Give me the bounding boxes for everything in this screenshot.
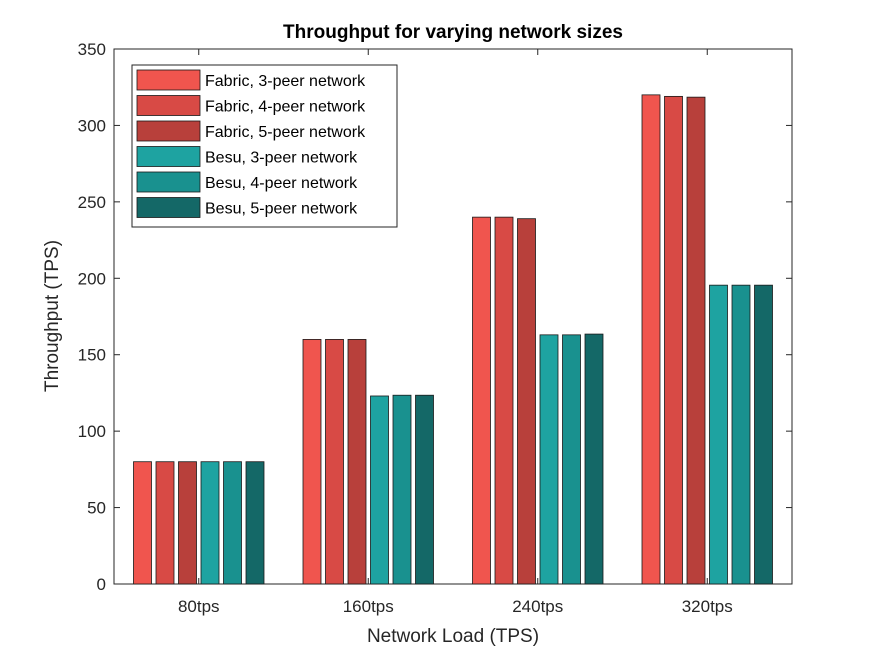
bar <box>754 284 773 585</box>
bar <box>472 216 491 585</box>
legend: Fabric, 3-peer network Fabric, 4-peer net… <box>131 64 398 228</box>
y-tick-label: 100 <box>78 422 106 441</box>
x-tick-label: 160tps <box>343 597 394 616</box>
bar <box>370 395 389 585</box>
bar <box>347 339 367 585</box>
legend-swatch <box>136 95 201 116</box>
y-tick-label: 350 <box>78 40 106 59</box>
legend-swatch <box>136 120 201 142</box>
bar <box>641 94 661 585</box>
bar <box>415 394 434 585</box>
bar <box>392 394 412 585</box>
bar <box>686 96 706 585</box>
bar <box>133 461 152 585</box>
bar <box>155 461 175 585</box>
y-tick-label: 0 <box>97 575 106 594</box>
x-tick-label: 240tps <box>512 597 563 616</box>
bar <box>664 95 683 585</box>
y-tick-label: 250 <box>78 193 106 212</box>
legend-label: Besu, 5-peer network <box>205 201 358 218</box>
y-tick-label: 50 <box>87 499 106 518</box>
bar <box>562 334 581 585</box>
legend-label: Fabric, 5-peer network <box>205 124 366 141</box>
y-tick-label: 300 <box>78 116 106 135</box>
x-tick-label: 320tps <box>682 597 733 616</box>
y-axis-label: Throughput (TPS) <box>42 240 63 392</box>
x-axis-label: Network Load (TPS) <box>367 626 539 647</box>
bar <box>539 334 559 585</box>
y-axis-ticks: 0 50 100 150 200 250 300 350 <box>78 40 792 594</box>
legend-swatch <box>136 69 201 91</box>
legend-label: Fabric, 4-peer network <box>205 99 366 116</box>
bar <box>223 461 242 585</box>
y-tick-label: 150 <box>78 346 106 365</box>
bar <box>178 461 197 585</box>
bars-group <box>133 94 773 585</box>
bar <box>245 461 265 585</box>
bar <box>517 218 536 585</box>
legend-label: Besu, 3-peer network <box>205 150 358 167</box>
bar <box>709 284 728 585</box>
bar <box>200 461 220 585</box>
bar <box>731 284 751 585</box>
bar <box>325 339 344 585</box>
legend-label: Besu, 4-peer network <box>205 175 358 192</box>
legend-label: Fabric, 3-peer network <box>205 73 366 90</box>
legend-swatch <box>136 197 201 218</box>
legend-swatch <box>136 171 201 193</box>
x-tick-label: 80tps <box>178 597 220 616</box>
legend-swatch <box>136 146 201 167</box>
chart-title: Throughput for varying network sizes <box>283 22 623 43</box>
bar <box>584 333 604 585</box>
x-axis-ticks: 80tps 160tps 240tps 320tps <box>178 49 733 616</box>
bar <box>494 216 514 585</box>
y-tick-label: 200 <box>78 269 106 288</box>
bar <box>302 339 322 585</box>
